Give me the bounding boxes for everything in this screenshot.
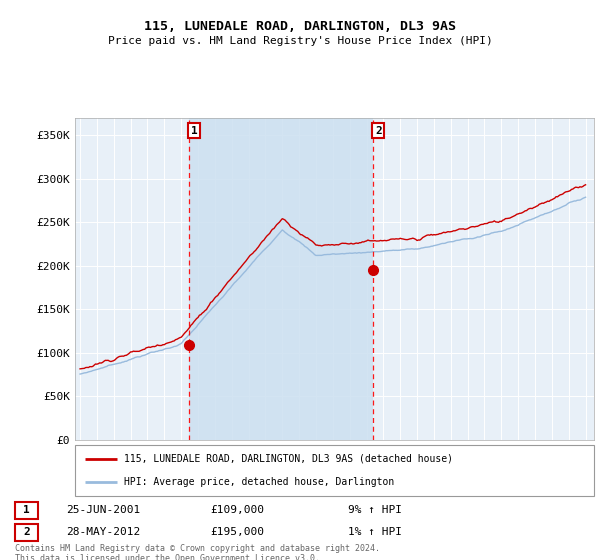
Text: 115, LUNEDALE ROAD, DARLINGTON, DL3 9AS (detached house): 115, LUNEDALE ROAD, DARLINGTON, DL3 9AS …	[124, 454, 454, 464]
Text: £195,000: £195,000	[210, 528, 264, 537]
Text: 2: 2	[23, 528, 30, 537]
Text: Price paid vs. HM Land Registry's House Price Index (HPI): Price paid vs. HM Land Registry's House …	[107, 36, 493, 46]
Text: HPI: Average price, detached house, Darlington: HPI: Average price, detached house, Darl…	[124, 477, 395, 487]
Text: 28-MAY-2012: 28-MAY-2012	[66, 528, 140, 537]
Text: 1: 1	[23, 506, 30, 515]
FancyBboxPatch shape	[15, 502, 38, 519]
FancyBboxPatch shape	[75, 445, 594, 496]
Text: 115, LUNEDALE ROAD, DARLINGTON, DL3 9AS: 115, LUNEDALE ROAD, DARLINGTON, DL3 9AS	[144, 20, 456, 32]
Text: 2: 2	[375, 125, 382, 136]
Text: 9% ↑ HPI: 9% ↑ HPI	[348, 506, 402, 515]
Text: 1: 1	[191, 125, 197, 136]
Text: 25-JUN-2001: 25-JUN-2001	[66, 506, 140, 515]
Bar	[189, 118, 373, 440]
Text: 1% ↑ HPI: 1% ↑ HPI	[348, 528, 402, 537]
FancyBboxPatch shape	[15, 524, 38, 541]
Text: £109,000: £109,000	[210, 506, 264, 515]
Text: Contains HM Land Registry data © Crown copyright and database right 2024.
This d: Contains HM Land Registry data © Crown c…	[15, 544, 380, 560]
